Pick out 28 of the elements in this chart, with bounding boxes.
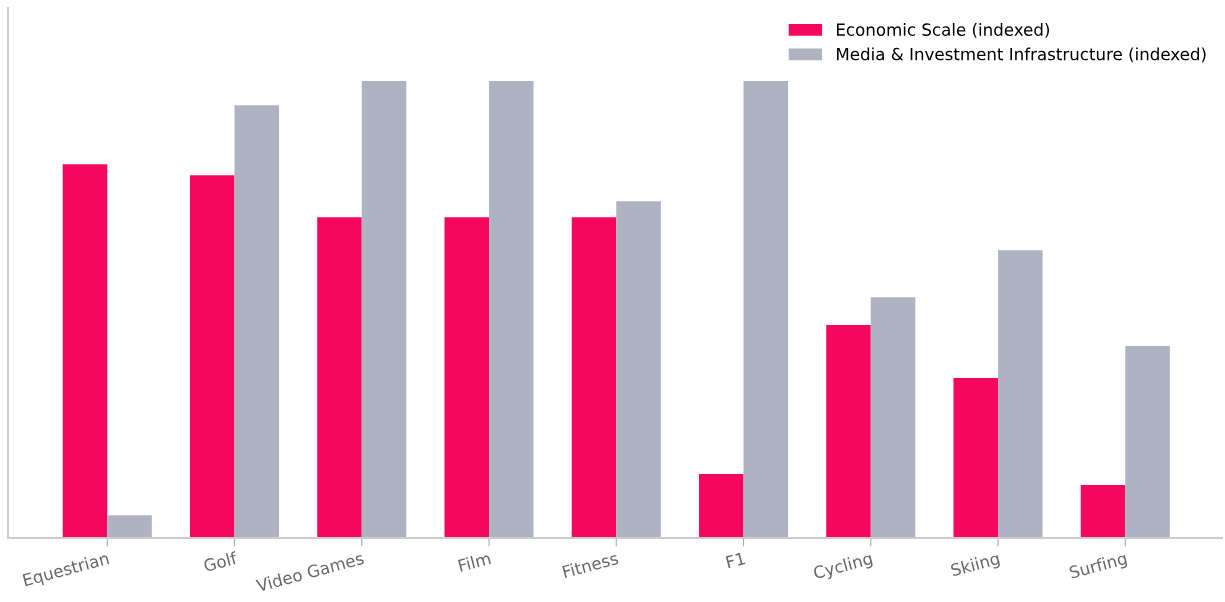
bar — [743, 81, 789, 538]
bar — [234, 105, 280, 538]
bar — [870, 297, 916, 538]
bar — [998, 250, 1043, 538]
x-tick-label: Fitness — [562, 551, 619, 579]
x-tick-label: F1 — [725, 552, 746, 569]
bar — [107, 515, 152, 538]
bar — [826, 325, 871, 538]
bar — [1125, 346, 1170, 538]
bar — [571, 217, 617, 538]
bar — [1080, 485, 1126, 538]
bar — [698, 474, 744, 538]
bar — [361, 81, 407, 538]
x-tick-label: Video Games — [255, 551, 365, 593]
bar — [317, 217, 362, 538]
legend-label: Economic Scale (indexed) — [837, 23, 1049, 38]
x-tick-label: Cycling — [812, 551, 874, 583]
x-tick-label: Film — [457, 551, 491, 572]
bar — [616, 201, 661, 538]
legend-label: Media & Investment Infrastructure (indexed) — [837, 47, 1206, 63]
x-tick-label: Golf — [202, 551, 239, 573]
bar — [444, 217, 490, 538]
x-tick-label: Skiing — [950, 551, 1001, 580]
x-tick-label: Surfing — [1068, 551, 1128, 582]
bar — [62, 164, 108, 538]
bar — [189, 175, 235, 538]
bar — [489, 81, 534, 538]
bar — [953, 378, 999, 538]
